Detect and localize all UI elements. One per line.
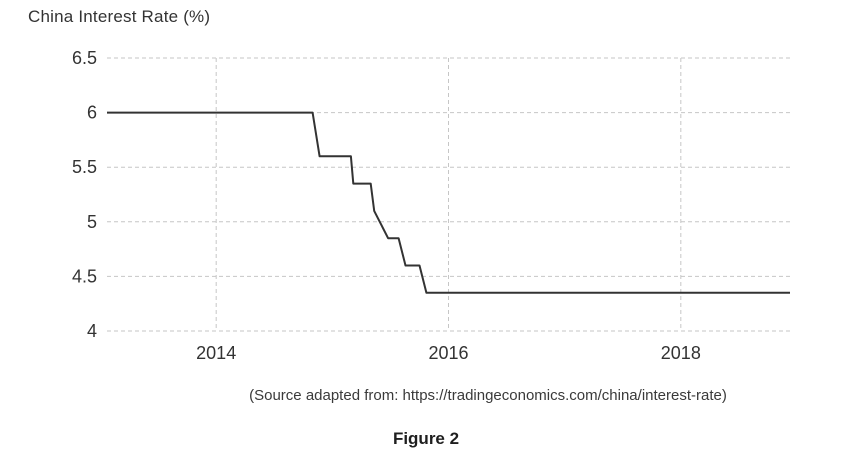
y-tick-label: 6.5 <box>72 48 97 68</box>
y-tick-label: 5 <box>87 212 97 232</box>
x-tick-label: 2016 <box>428 343 468 363</box>
y-tick-label: 4 <box>87 321 97 341</box>
interest-rate-line-chart: 4 4.5 5 5.5 6 6.5 2014 2016 2018 <box>72 48 790 363</box>
y-tick-label: 5.5 <box>72 157 97 177</box>
y-tick-label: 4.5 <box>72 266 97 286</box>
figure-caption: Figure 2 <box>392 429 460 448</box>
source-note: (Source adapted from: https://tradingeco… <box>249 387 727 404</box>
x-tick-label: 2018 <box>661 343 701 363</box>
x-tick-label: 2014 <box>196 343 236 363</box>
chart-title: China Interest Rate (%) <box>28 7 211 26</box>
interest-rate-data-line <box>107 111 790 294</box>
y-tick-label: 6 <box>87 103 97 123</box>
